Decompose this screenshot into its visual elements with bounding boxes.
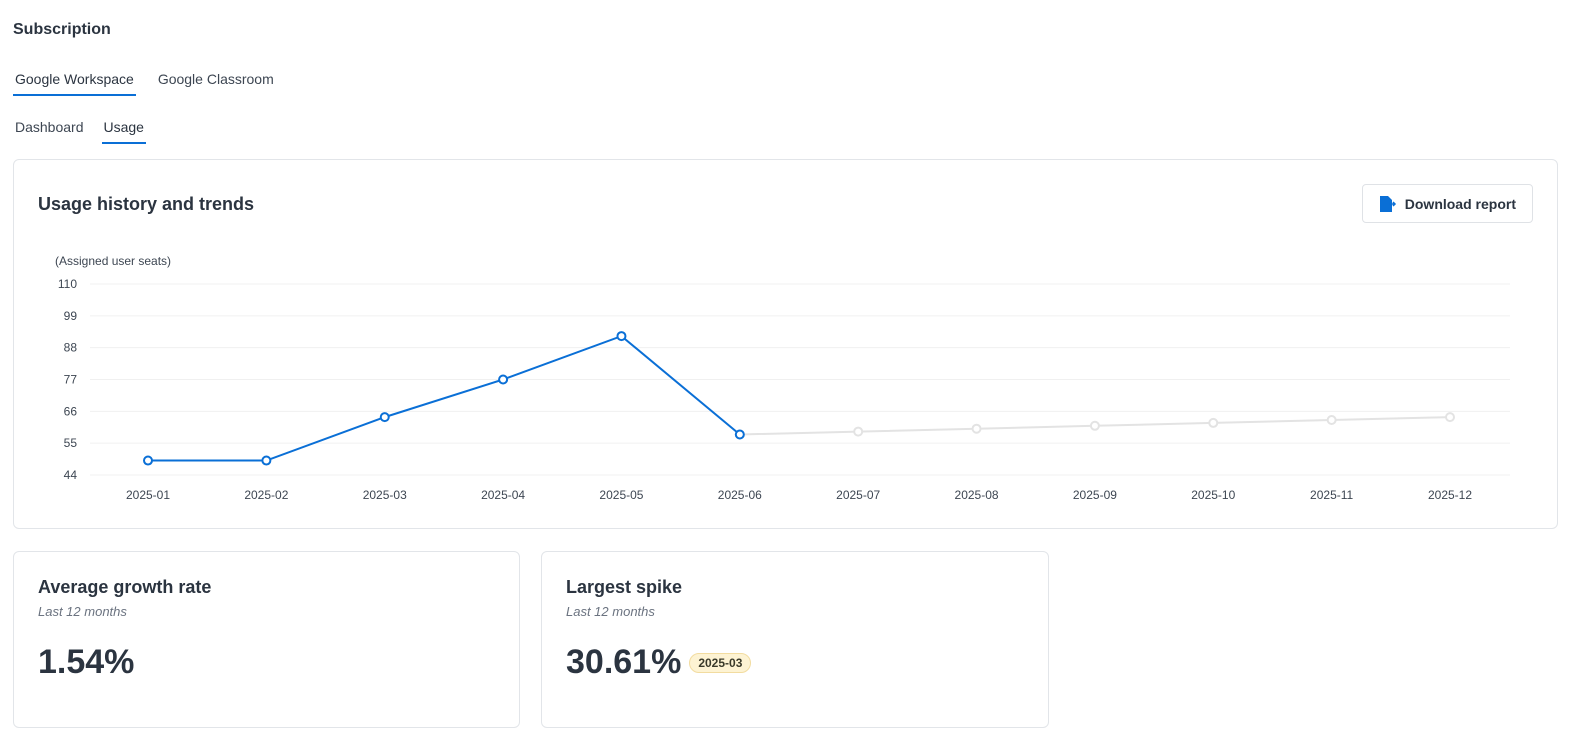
tab-usage[interactable]: Usage (101, 119, 146, 144)
y-tick-label: 66 (64, 404, 78, 418)
data-point-actual (143, 455, 153, 466)
data-point-actual (734, 429, 745, 440)
y-tick-label: 44 (64, 468, 78, 482)
data-point-projected (853, 426, 864, 437)
y-tick-label: 110 (58, 277, 77, 291)
data-point-actual (616, 331, 627, 342)
data-point-projected (1326, 415, 1337, 426)
series-line-actual (148, 334, 741, 462)
stat-title: Average growth rate (38, 577, 212, 597)
x-tick-label: 2025-10 (1191, 488, 1235, 502)
usage-line-chart: (Assigned user seats) 110 99 88 77 66 55 44 2025… (55, 254, 1510, 502)
x-tick-label: 2025-06 (718, 488, 762, 502)
tab-google-classroom[interactable]: Google Classroom (157, 71, 274, 87)
x-tick-label: 2025-05 (599, 488, 643, 502)
stat-subtitle: Last 12 months (38, 604, 127, 619)
y-axis-label: (Assigned user seats) (55, 254, 171, 268)
y-tick-label: 99 (64, 309, 78, 323)
x-tick-label: 2025-08 (955, 488, 999, 502)
stat-card-largest-spike: Largest spike Last 12 months 30.61% 2025-… (541, 551, 1049, 728)
data-point-actual (498, 374, 509, 385)
data-point-projected (1089, 420, 1100, 431)
y-tick-label: 88 (64, 341, 78, 355)
usage-history-card: Usage history and trends Download report… (13, 159, 1558, 529)
data-point-actual (261, 455, 272, 466)
x-tick-label: 2025-03 (363, 488, 407, 502)
spike-month-badge: 2025-03 (689, 652, 752, 673)
stat-subtitle: Last 12 months (566, 604, 655, 619)
x-tick-label: 2025-02 (244, 488, 288, 502)
y-tick-label: 55 (64, 436, 78, 450)
download-report-label: Download report (1404, 195, 1516, 212)
download-report-button[interactable]: Download report (1361, 184, 1533, 223)
data-point-projected (1208, 417, 1219, 428)
product-tabs: Google Workspace Google Classroom (13, 71, 276, 96)
y-tick-label: 77 (64, 373, 78, 387)
data-point-projected (971, 423, 982, 434)
stat-card-average-growth: Average growth rate Last 12 months 1.54% (13, 551, 520, 728)
file-export-icon (1379, 195, 1396, 212)
x-tick-label: 2025-12 (1428, 488, 1472, 502)
x-tick-label: 2025-11 (1310, 488, 1353, 502)
view-tabs: Dashboard Usage (13, 119, 146, 144)
x-tick-label: 2025-07 (836, 488, 880, 502)
x-tick-label: 2025-09 (1073, 488, 1117, 502)
stat-value: 30.61% (566, 643, 682, 681)
stat-value: 1.54% (38, 643, 135, 681)
card-title: Usage history and trends (38, 194, 255, 214)
x-tick-label: 2025-04 (481, 488, 525, 502)
data-point-projected (1445, 412, 1455, 423)
tab-google-workspace[interactable]: Google Workspace (13, 71, 136, 96)
data-point-actual (379, 412, 390, 423)
x-tick-label: 2025-01 (126, 488, 170, 502)
page-title: Subscription (13, 21, 111, 38)
stat-title: Largest spike (566, 577, 683, 597)
tab-dashboard[interactable]: Dashboard (15, 119, 84, 135)
